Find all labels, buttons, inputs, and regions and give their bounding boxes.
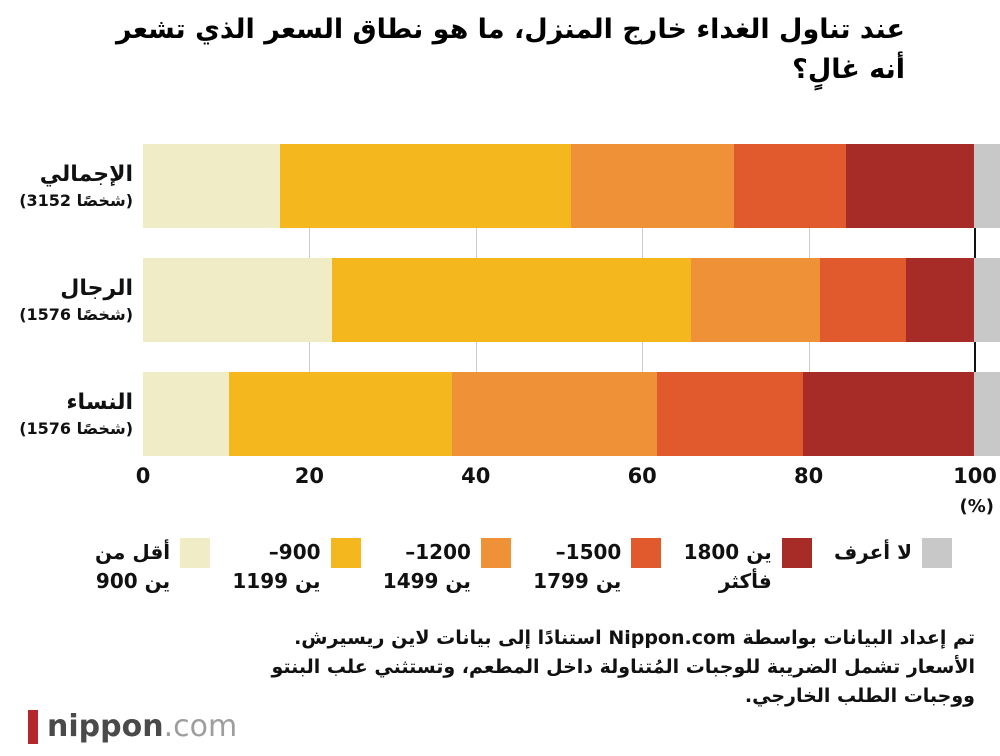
x-tick-label: 60: [627, 464, 657, 488]
x-tick-label: 20: [294, 464, 325, 488]
legend-label-line: 1800 ين: [683, 540, 772, 564]
legend-label-line: أقل من: [95, 540, 171, 564]
legend-label-line: –1200: [405, 540, 471, 564]
bar-segment: [802, 372, 975, 456]
category-label: الرجال (1576 شخصًا): [0, 258, 143, 342]
bar-track: [143, 372, 1000, 456]
stacked-bar-chart: الإجمالي (3152 شخصًا) الرجال (1576 شخصًا) ال…: [0, 144, 1000, 522]
x-axis-unit: (%): [959, 496, 994, 517]
legend-label-line: 1199 ين: [232, 569, 321, 593]
source-note-line: الأسعار تشمل الضريبة للوجبات المُتناولة …: [271, 656, 975, 678]
legend-swatch: [781, 538, 812, 568]
chart-title-line-1: عند تناول الغداء خارج المنزل، ما هو نطاق…: [116, 14, 905, 45]
bar-segment: [143, 372, 229, 456]
x-tick-label: 40: [461, 464, 491, 488]
bar-segment: [143, 258, 332, 342]
bar-segment: [451, 372, 658, 456]
category-name: الإجمالي: [39, 162, 133, 187]
bar-segment: [280, 144, 572, 228]
source-note-line: ووجبات الطلب الخارجي.: [744, 685, 975, 707]
bar-segment: [657, 372, 803, 456]
legend-label: 1800 ين فأكثر: [684, 538, 772, 596]
x-axis: (%) 0 20 40 60 80 100: [136, 464, 997, 522]
legend-label: لا أعرف: [834, 538, 912, 567]
source-note: تم إعداد البيانات بواسطة Nippon.com استن…: [0, 624, 975, 711]
bar-segment: [974, 372, 1000, 456]
legend: أقل من 900 ين –900 1199 ين –1200 1499 ين –1500…: [95, 538, 952, 596]
bar-row: الرجال (1576 شخصًا): [0, 258, 1000, 342]
chart-title-line-2: أنه غالٍ؟: [792, 54, 905, 85]
legend-label: –900 1199 ين: [232, 538, 320, 596]
category-count: (1576 شخصًا): [19, 419, 133, 438]
legend-label: –1500 1799 ين: [533, 538, 621, 596]
bar-segment: [691, 258, 821, 342]
bar-segment: [820, 258, 906, 342]
legend-item: –1200 1499 ين: [383, 538, 511, 596]
legend-label-line: لا أعرف: [833, 540, 912, 564]
plot-area: الإجمالي (3152 شخصًا) الرجال (1576 شخصًا) ال…: [0, 144, 1000, 456]
legend-swatch: [330, 538, 361, 568]
bar-row: الإجمالي (3152 شخصًا): [0, 144, 1000, 228]
legend-label-line: –1500: [555, 540, 622, 564]
legend-item: لا أعرف: [834, 538, 952, 568]
legend-item: أقل من 900 ين: [95, 538, 211, 596]
legend-swatch: [922, 538, 952, 568]
bar-segment: [331, 258, 692, 342]
bar-rows: الإجمالي (3152 شخصًا) الرجال (1576 شخصًا) ال…: [0, 144, 1000, 456]
legend-label: –1200 1499 ين: [383, 538, 471, 596]
x-tick-label: 100: [953, 464, 997, 488]
legend-item: –1500 1799 ين: [533, 538, 662, 596]
x-tick-label: 0: [135, 464, 151, 488]
category-count: (3152 شخصًا): [19, 191, 133, 210]
bar-segment: [974, 144, 1000, 228]
legend-item: –900 1199 ين: [232, 538, 361, 596]
legend-label-line: 1799 ين: [533, 569, 622, 593]
category-name: الرجال: [60, 276, 133, 301]
legend-label-line: 1499 ين: [382, 569, 471, 593]
bar-segment: [571, 144, 735, 228]
source-note-line: تم إعداد البيانات بواسطة Nippon.com استن…: [294, 627, 975, 649]
x-tick-label: 80: [793, 464, 824, 488]
category-label: الإجمالي (3152 شخصًا): [0, 144, 143, 228]
legend-swatch: [180, 538, 211, 568]
chart-title: عند تناول الغداء خارج المنزل، ما هو نطاق…: [40, 10, 905, 90]
legend-label-line: فأكثر: [718, 569, 772, 593]
bar-segment: [905, 258, 975, 342]
bar-segment: [974, 258, 1000, 342]
legend-label-line: 900 ين: [95, 569, 171, 593]
bar-segment: [143, 144, 281, 228]
nippon-logo: nippon .com: [28, 710, 237, 744]
bar-track: [143, 144, 1000, 228]
logo-name: nippon: [47, 709, 164, 744]
category-name: النساء: [66, 390, 133, 415]
legend-label: أقل من 900 ين: [95, 538, 170, 596]
bar-segment: [734, 144, 846, 228]
legend-swatch: [480, 538, 511, 568]
bar-segment: [228, 372, 452, 456]
legend-item: 1800 ين فأكثر: [684, 538, 812, 596]
bar-track: [143, 258, 1000, 342]
category-count: (1576 شخصًا): [19, 305, 133, 324]
bar-row: النساء (1576 شخصًا): [0, 372, 1000, 456]
legend-label-line: –900: [268, 540, 321, 564]
logo-red-bar-icon: [28, 710, 38, 744]
logo-tld: .com: [163, 709, 238, 744]
category-label: النساء (1576 شخصًا): [0, 372, 143, 456]
bar-segment: [845, 144, 975, 228]
legend-swatch: [631, 538, 662, 568]
